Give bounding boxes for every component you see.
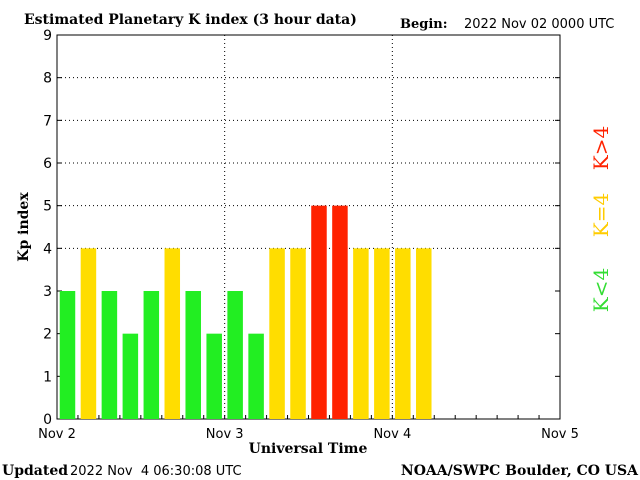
kp-bar [206, 333, 222, 419]
updated-label: Updated [2, 463, 68, 479]
begin-value: 2022 Nov 02 0000 UTC [464, 17, 614, 32]
chart-title: Estimated Planetary K index (3 hour data… [24, 12, 357, 28]
x-tick-label: Nov 3 [206, 427, 244, 442]
x-tick-label: Nov 5 [541, 427, 579, 442]
source-credit: NOAA/SWPC Boulder, CO USA [401, 463, 639, 479]
kp-bar [332, 205, 348, 419]
y-tick-label: 2 [43, 327, 52, 343]
kp-bar [143, 291, 160, 419]
legend-low: K<4 [589, 268, 613, 312]
y-tick-label: 9 [43, 28, 52, 44]
kp-bar [248, 333, 264, 419]
kp-bar [374, 248, 390, 419]
x-tick-label: Nov 2 [38, 427, 76, 442]
kp-bar [311, 205, 327, 419]
y-tick-label: 1 [43, 369, 52, 385]
y-tick-label: 8 [43, 71, 52, 87]
y-axis-label: Kp index [16, 192, 32, 262]
y-tick-label: 3 [43, 284, 52, 300]
y-tick-labels: 0 1 2 3 4 5 6 7 8 9 [43, 28, 52, 428]
x-axis-label: Universal Time [249, 441, 368, 457]
kp-bar [101, 291, 118, 419]
y-tick-label: 6 [43, 156, 52, 172]
x-tick-label: Nov 4 [373, 427, 411, 442]
kp-bar [185, 291, 201, 419]
y-tick-label: 4 [43, 241, 52, 257]
begin-label: Begin: [400, 17, 448, 32]
kp-bar [416, 248, 432, 419]
y-tick-label: 7 [43, 113, 52, 129]
updated-value: 2022 Nov 4 06:30:08 UTC [70, 464, 242, 479]
kp-bar [227, 291, 243, 419]
kp-bar [122, 333, 139, 419]
kp-bar [395, 248, 411, 419]
bars [59, 205, 432, 419]
kp-bar [164, 248, 181, 419]
kp-bar [80, 248, 97, 419]
y-tick-label: 0 [43, 412, 52, 428]
legend-mid: K=4 [589, 193, 613, 237]
x-tick-labels: Nov 2 Nov 3 Nov 4 Nov 5 [38, 427, 579, 442]
legend-high: K>4 [589, 126, 613, 170]
y-tick-label: 5 [43, 199, 52, 215]
kp-bar [290, 248, 306, 419]
kp-bar [269, 248, 285, 419]
kp-bar [59, 291, 76, 419]
grid-lines [56, 34, 561, 420]
kp-bar [353, 248, 369, 419]
